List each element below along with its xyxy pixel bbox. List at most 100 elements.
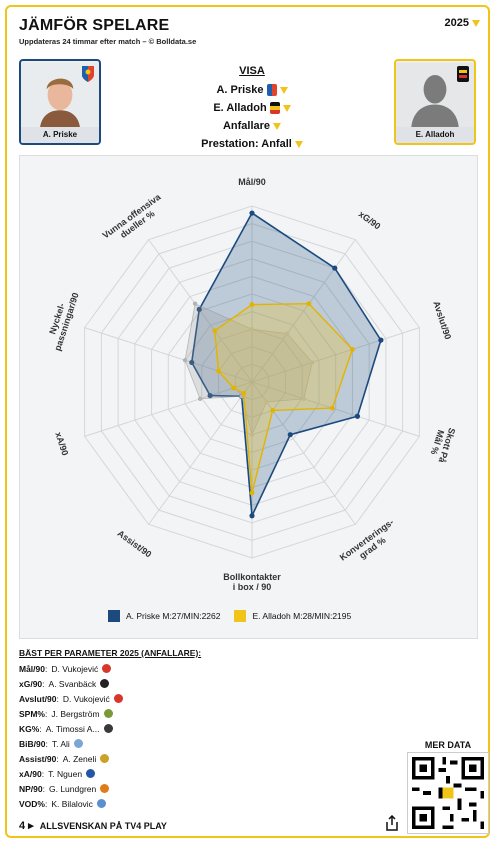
club-badge-icon [266, 84, 277, 96]
best-parameter-key: Mål/90 [19, 663, 45, 674]
radar-chart-panel: Mål/90 xG/90 Avslut/90 Skott PåMål % Konvert… [19, 155, 478, 639]
club-badge-icon [100, 679, 110, 688]
player1-card[interactable]: A. Priske [19, 59, 101, 145]
legend-item-player1: A. Priske M:27/MIN:2262 [108, 610, 220, 622]
club-badge-icon [73, 739, 83, 748]
player2-card[interactable]: E. Alladoh [394, 59, 476, 145]
axis-label-line: Avslut/90 [431, 300, 453, 341]
chevron-down-icon [294, 140, 303, 148]
grid-spoke [148, 381, 253, 525]
best-player-name: J. Bergström [51, 708, 100, 719]
select-player2[interactable]: E. Alladoh [157, 99, 347, 117]
best-header: BÄST PER PARAMETER 2025 (ANFALLARE): [19, 648, 202, 658]
separator: : [42, 678, 45, 689]
select-prestation-label: Prestation: Anfall [201, 138, 292, 150]
axis-label: Assist/90 [116, 528, 154, 559]
axis-label: Vunna offensivadueller % [101, 191, 170, 248]
best-parameter-key: xG/90 [19, 678, 43, 689]
series-average-point [284, 331, 290, 336]
series-average-point [192, 301, 198, 306]
separator: : [56, 753, 59, 764]
best-parameter-key: VOD% [19, 798, 45, 809]
axis-label: Avslut/90 [431, 300, 453, 341]
club-badge-icon [86, 769, 96, 778]
chevron-down-icon [273, 122, 282, 130]
series-player2-point [212, 328, 218, 334]
axis-label: Mål/90 [238, 177, 266, 187]
player1-name: A. Priske [21, 127, 99, 143]
series-average-point [182, 358, 188, 363]
club-badge-icon [82, 66, 94, 82]
qr-code[interactable] [407, 752, 489, 834]
best-parameter-key: BiB/90 [19, 738, 46, 749]
separator: : [41, 768, 45, 779]
best-parameter-key: Assist/90 [19, 753, 57, 764]
best-player-name: T. Nguen [48, 768, 83, 779]
series-average-point [301, 396, 307, 402]
season-selector[interactable]: 2025 [445, 17, 480, 29]
chevron-down-icon [282, 104, 291, 112]
best-player-name: A. Svanbäck [48, 678, 97, 689]
axis-label: Konverterings-grad % [338, 517, 402, 571]
chevron-down-icon [279, 86, 288, 94]
separator: : [39, 723, 42, 734]
share-icon[interactable] [385, 815, 399, 831]
axis-label: Bollkontakter i box / 90 [223, 572, 281, 592]
visa-panel: VISA A. Priske E. Alladoh Anfallare Pres… [157, 65, 347, 153]
more-data-label: MER DATA [424, 740, 472, 750]
series-player1-point [189, 359, 195, 366]
series-average-point [249, 432, 255, 437]
axis-label: xA/90 [53, 431, 70, 457]
select-position[interactable]: Anfallare [157, 117, 347, 135]
legend-swatch [234, 610, 247, 622]
page-title: JÄMFÖR SPELARE [19, 17, 170, 34]
chevron-down-icon [472, 19, 480, 27]
series-average-point [249, 327, 255, 332]
best-player-name: D. Vukojević [62, 693, 110, 704]
series-player2-point [329, 405, 335, 411]
select-player1[interactable]: A. Priske [157, 81, 347, 99]
separator: : [44, 708, 48, 719]
best-player-name: A. Zeneli [62, 753, 97, 764]
series-player2-point [249, 490, 255, 496]
best-player-name: A. Timossi A... [45, 723, 100, 734]
grid-spoke [84, 381, 253, 437]
series-player2-point [216, 368, 221, 374]
axis-label: Nyckel-passningar/90 [43, 288, 81, 352]
series-player1-point [332, 265, 338, 271]
best-row: xA/90: T. Nguen [19, 766, 201, 781]
series-player1-point [249, 513, 255, 519]
series-average-point [197, 396, 203, 402]
select-player2-label: E. Alladoh [213, 102, 267, 114]
series-average-point [264, 399, 269, 405]
separator: : [56, 693, 59, 704]
card-frame: JÄMFÖR SPELARE Uppdateras 24 timmar efte… [5, 5, 490, 838]
series-player2-point [249, 302, 255, 307]
visa-header: VISA [239, 65, 265, 77]
separator: : [45, 663, 48, 674]
series-player2-point [350, 346, 355, 352]
best-row: BiB/90: T. Ali [19, 736, 201, 751]
club-badge-icon [96, 799, 106, 808]
series-player2-point [270, 408, 276, 413]
best-row: Assist/90: A. Zeneli [19, 751, 201, 766]
club-badge-icon [103, 709, 113, 718]
series-average-point [310, 360, 315, 365]
series-player1-point [378, 337, 384, 343]
legend-swatch [108, 610, 120, 622]
axis-label-line: Assist/90 [116, 528, 154, 559]
club-badge-icon [457, 66, 469, 82]
best-row: Avslut/90: D. Vukojević [19, 691, 201, 706]
season-label: 2025 [444, 17, 469, 29]
series-player2-point [241, 390, 247, 396]
footer-label: ALLSVENSKAN PÅ TV4 PLAY [39, 820, 167, 831]
select-prestation[interactable]: Prestation: Anfall [157, 135, 347, 153]
best-player-name: T. Ali [51, 738, 70, 749]
series-player1-point [287, 432, 293, 438]
grid-spoke [251, 381, 420, 437]
axis-label-line: i box / 90 [233, 582, 272, 592]
club-badge-icon [113, 694, 123, 703]
axis-label: xG/90 [357, 209, 383, 232]
footer-banner[interactable]: 4 ▸ ALLSVENSKAN PÅ TV4 PLAY [19, 819, 167, 832]
club-badge-icon [102, 664, 112, 673]
